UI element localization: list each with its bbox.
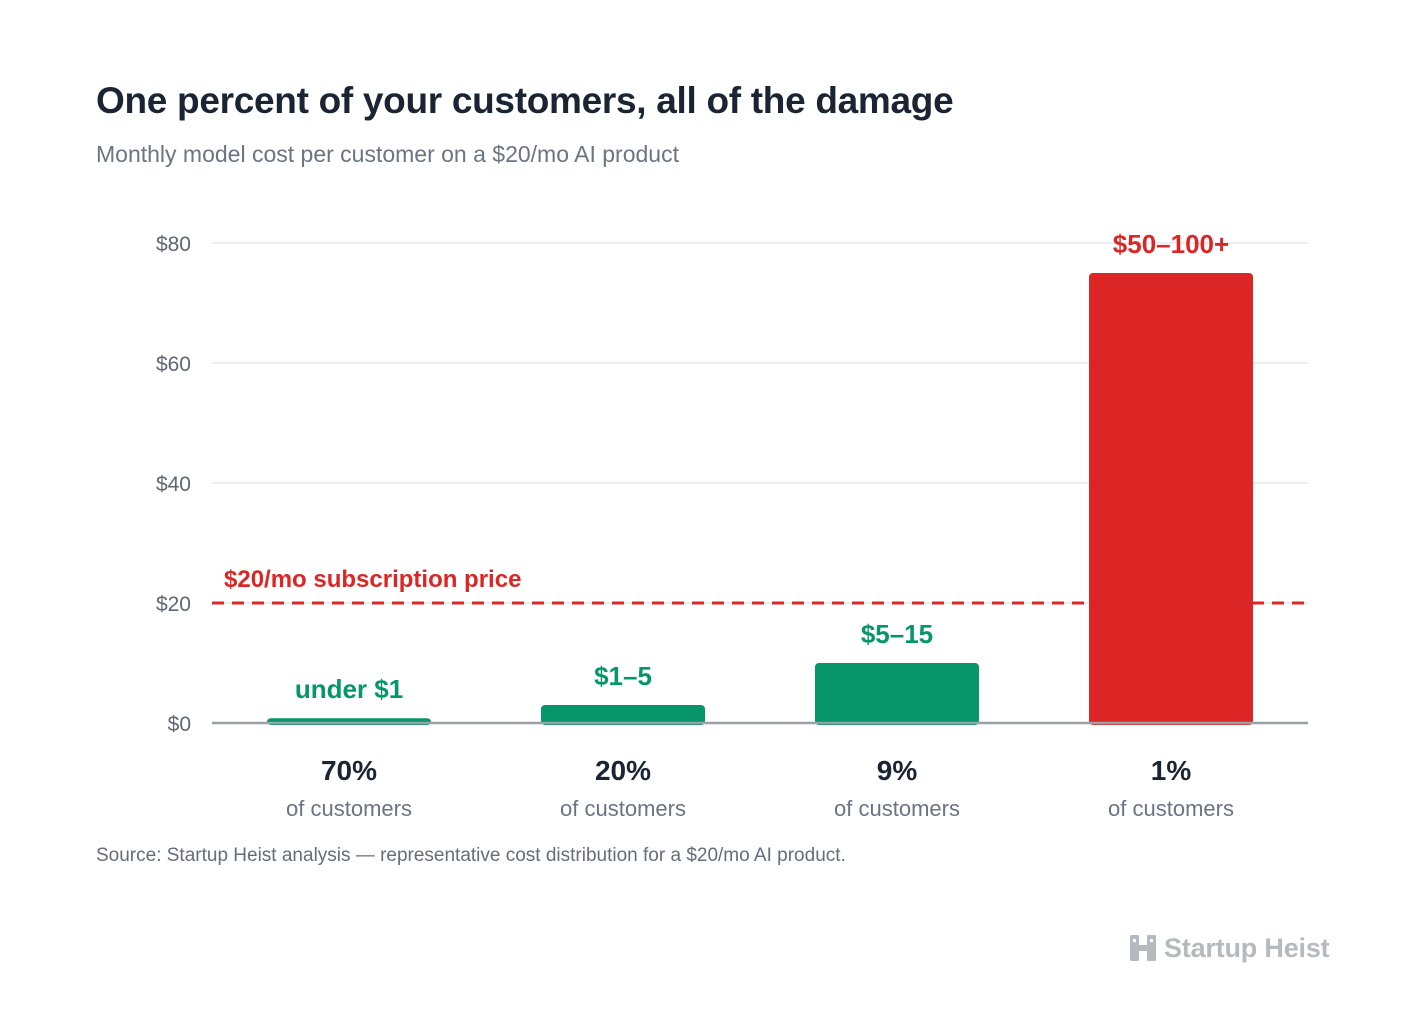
category-label: 9% (877, 755, 918, 786)
brand-logo: Startup Heist (1130, 930, 1330, 966)
y-tick-label: $80 (156, 233, 191, 256)
category-label: 1% (1151, 755, 1192, 786)
bar-chart: $0 $20 $40 $60 $80 $20/mo subscription price u… (156, 229, 1308, 821)
bar (541, 705, 705, 725)
building-icon (1130, 935, 1156, 961)
bar-value-label: $1–5 (594, 661, 652, 691)
y-tick-label: $60 (156, 353, 191, 376)
category-sublabel: of customers (1108, 796, 1234, 821)
y-tick-label: $0 (168, 713, 191, 736)
brand-name: Startup Heist (1164, 932, 1330, 963)
bar-value-label: under $1 (295, 674, 403, 704)
category-label: 70% (321, 755, 377, 786)
source-note: Source: Startup Heist analysis — represe… (96, 845, 846, 866)
category-sublabel: of customers (286, 796, 412, 821)
category-sublabel: of customers (834, 796, 960, 821)
bar-value-label: $50–100+ (1113, 229, 1229, 259)
category-label: 20% (595, 755, 651, 786)
y-tick-label: $40 (156, 473, 191, 496)
chart-title: One percent of your customers, all of th… (96, 80, 954, 121)
chart-subtitle: Monthly model cost per customer on a $20… (96, 141, 679, 167)
bar (1089, 273, 1253, 725)
bar-value-label: $5–15 (861, 619, 933, 649)
bar (815, 663, 979, 725)
reference-line-label: $20/mo subscription price (224, 566, 521, 593)
y-tick-label: $20 (156, 593, 191, 616)
category-sublabel: of customers (560, 796, 686, 821)
